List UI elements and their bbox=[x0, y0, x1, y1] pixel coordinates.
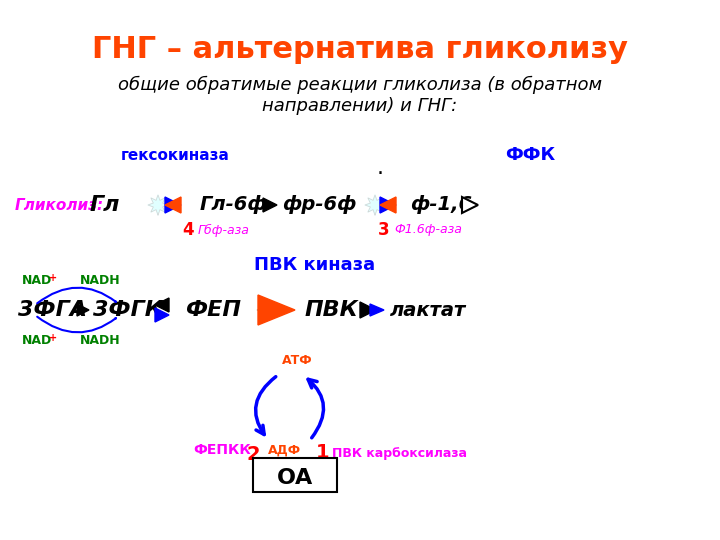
Text: гексокиназа: гексокиназа bbox=[120, 147, 230, 163]
Text: Гл-6ф: Гл-6ф bbox=[200, 195, 268, 214]
Polygon shape bbox=[360, 302, 376, 318]
Text: 3: 3 bbox=[378, 221, 390, 239]
Polygon shape bbox=[370, 304, 384, 316]
Polygon shape bbox=[165, 197, 181, 213]
Text: ФЕПКК: ФЕПКК bbox=[193, 443, 251, 457]
Text: 1: 1 bbox=[316, 443, 330, 462]
Text: 2: 2 bbox=[246, 446, 260, 464]
Text: 3ФГА: 3ФГА bbox=[18, 300, 87, 320]
Text: NADH: NADH bbox=[80, 273, 121, 287]
Text: Гликолиз:: Гликолиз: bbox=[15, 198, 104, 213]
Text: Гл: Гл bbox=[90, 195, 120, 215]
Text: +: + bbox=[49, 333, 57, 343]
Text: NAD: NAD bbox=[22, 273, 53, 287]
Polygon shape bbox=[155, 298, 169, 312]
Text: ФЕП: ФЕП bbox=[185, 300, 241, 320]
Text: Гбф-аза: Гбф-аза bbox=[198, 224, 250, 237]
Text: ПВК: ПВК bbox=[305, 300, 359, 320]
FancyBboxPatch shape bbox=[253, 458, 337, 492]
Text: NADH: NADH bbox=[80, 334, 121, 347]
Text: ОА: ОА bbox=[277, 468, 313, 488]
FancyArrowPatch shape bbox=[37, 288, 116, 303]
Text: ПВК киназа: ПВК киназа bbox=[254, 256, 376, 274]
Text: ГНГ – альтернатива гликолизу: ГНГ – альтернатива гликолизу bbox=[92, 36, 628, 64]
Polygon shape bbox=[258, 295, 295, 325]
Polygon shape bbox=[462, 197, 478, 213]
Text: ф-1,6: ф-1,6 bbox=[410, 195, 472, 214]
Polygon shape bbox=[77, 304, 89, 316]
Text: Ф1.6ф-аза: Ф1.6ф-аза bbox=[394, 224, 462, 237]
Text: NAD: NAD bbox=[22, 334, 53, 347]
Text: лактат: лактат bbox=[390, 300, 467, 320]
FancyArrowPatch shape bbox=[308, 379, 323, 438]
Polygon shape bbox=[263, 198, 277, 212]
Text: 3ФГК: 3ФГК bbox=[93, 300, 163, 320]
Polygon shape bbox=[257, 300, 277, 320]
Polygon shape bbox=[165, 197, 181, 213]
Text: общие обратимые реакции гликолиза (в обратном
направлении) и ГНГ:: общие обратимые реакции гликолиза (в обр… bbox=[118, 76, 602, 114]
Polygon shape bbox=[155, 308, 169, 322]
Text: .: . bbox=[377, 158, 384, 178]
Text: фр-6ф: фр-6ф bbox=[282, 195, 356, 214]
FancyArrowPatch shape bbox=[256, 377, 276, 435]
Text: ПВК карбоксилаза: ПВК карбоксилаза bbox=[332, 447, 467, 460]
Polygon shape bbox=[148, 195, 168, 215]
Polygon shape bbox=[380, 197, 396, 213]
Text: 4: 4 bbox=[182, 221, 194, 239]
Text: +: + bbox=[49, 273, 57, 283]
Text: АДФ: АДФ bbox=[269, 443, 302, 456]
Polygon shape bbox=[380, 197, 396, 213]
Text: АТФ: АТФ bbox=[282, 354, 312, 367]
FancyArrowPatch shape bbox=[37, 316, 116, 332]
Text: ФФК: ФФК bbox=[505, 146, 555, 164]
Polygon shape bbox=[365, 195, 385, 215]
